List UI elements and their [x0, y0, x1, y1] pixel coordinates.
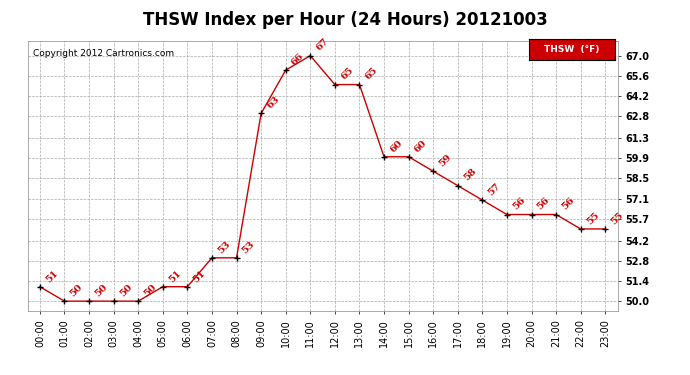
Text: 51: 51 — [167, 268, 183, 284]
Text: 55: 55 — [585, 210, 601, 226]
Text: 65: 65 — [339, 66, 355, 82]
Text: 56: 56 — [535, 196, 551, 212]
Text: 66: 66 — [290, 51, 306, 68]
Text: 63: 63 — [265, 95, 282, 111]
Text: 51: 51 — [44, 268, 60, 284]
Text: 56: 56 — [511, 196, 527, 212]
Text: 53: 53 — [216, 239, 232, 255]
Text: 65: 65 — [364, 66, 380, 82]
Text: 60: 60 — [388, 138, 404, 154]
Text: THSW Index per Hour (24 Hours) 20121003: THSW Index per Hour (24 Hours) 20121003 — [143, 11, 547, 29]
Text: 53: 53 — [241, 239, 257, 255]
Text: 55: 55 — [609, 210, 625, 226]
Text: 51: 51 — [192, 268, 208, 284]
Text: 50: 50 — [142, 282, 159, 298]
Text: 67: 67 — [315, 37, 331, 53]
Text: 56: 56 — [560, 196, 576, 212]
Text: 57: 57 — [486, 182, 502, 197]
Text: 50: 50 — [118, 282, 134, 298]
Text: 50: 50 — [93, 282, 109, 298]
Text: 50: 50 — [68, 282, 85, 298]
Text: Copyright 2012 Cartronics.com: Copyright 2012 Cartronics.com — [34, 50, 175, 58]
Text: 60: 60 — [413, 138, 428, 154]
Text: 58: 58 — [462, 167, 478, 183]
Text: 59: 59 — [437, 153, 453, 168]
